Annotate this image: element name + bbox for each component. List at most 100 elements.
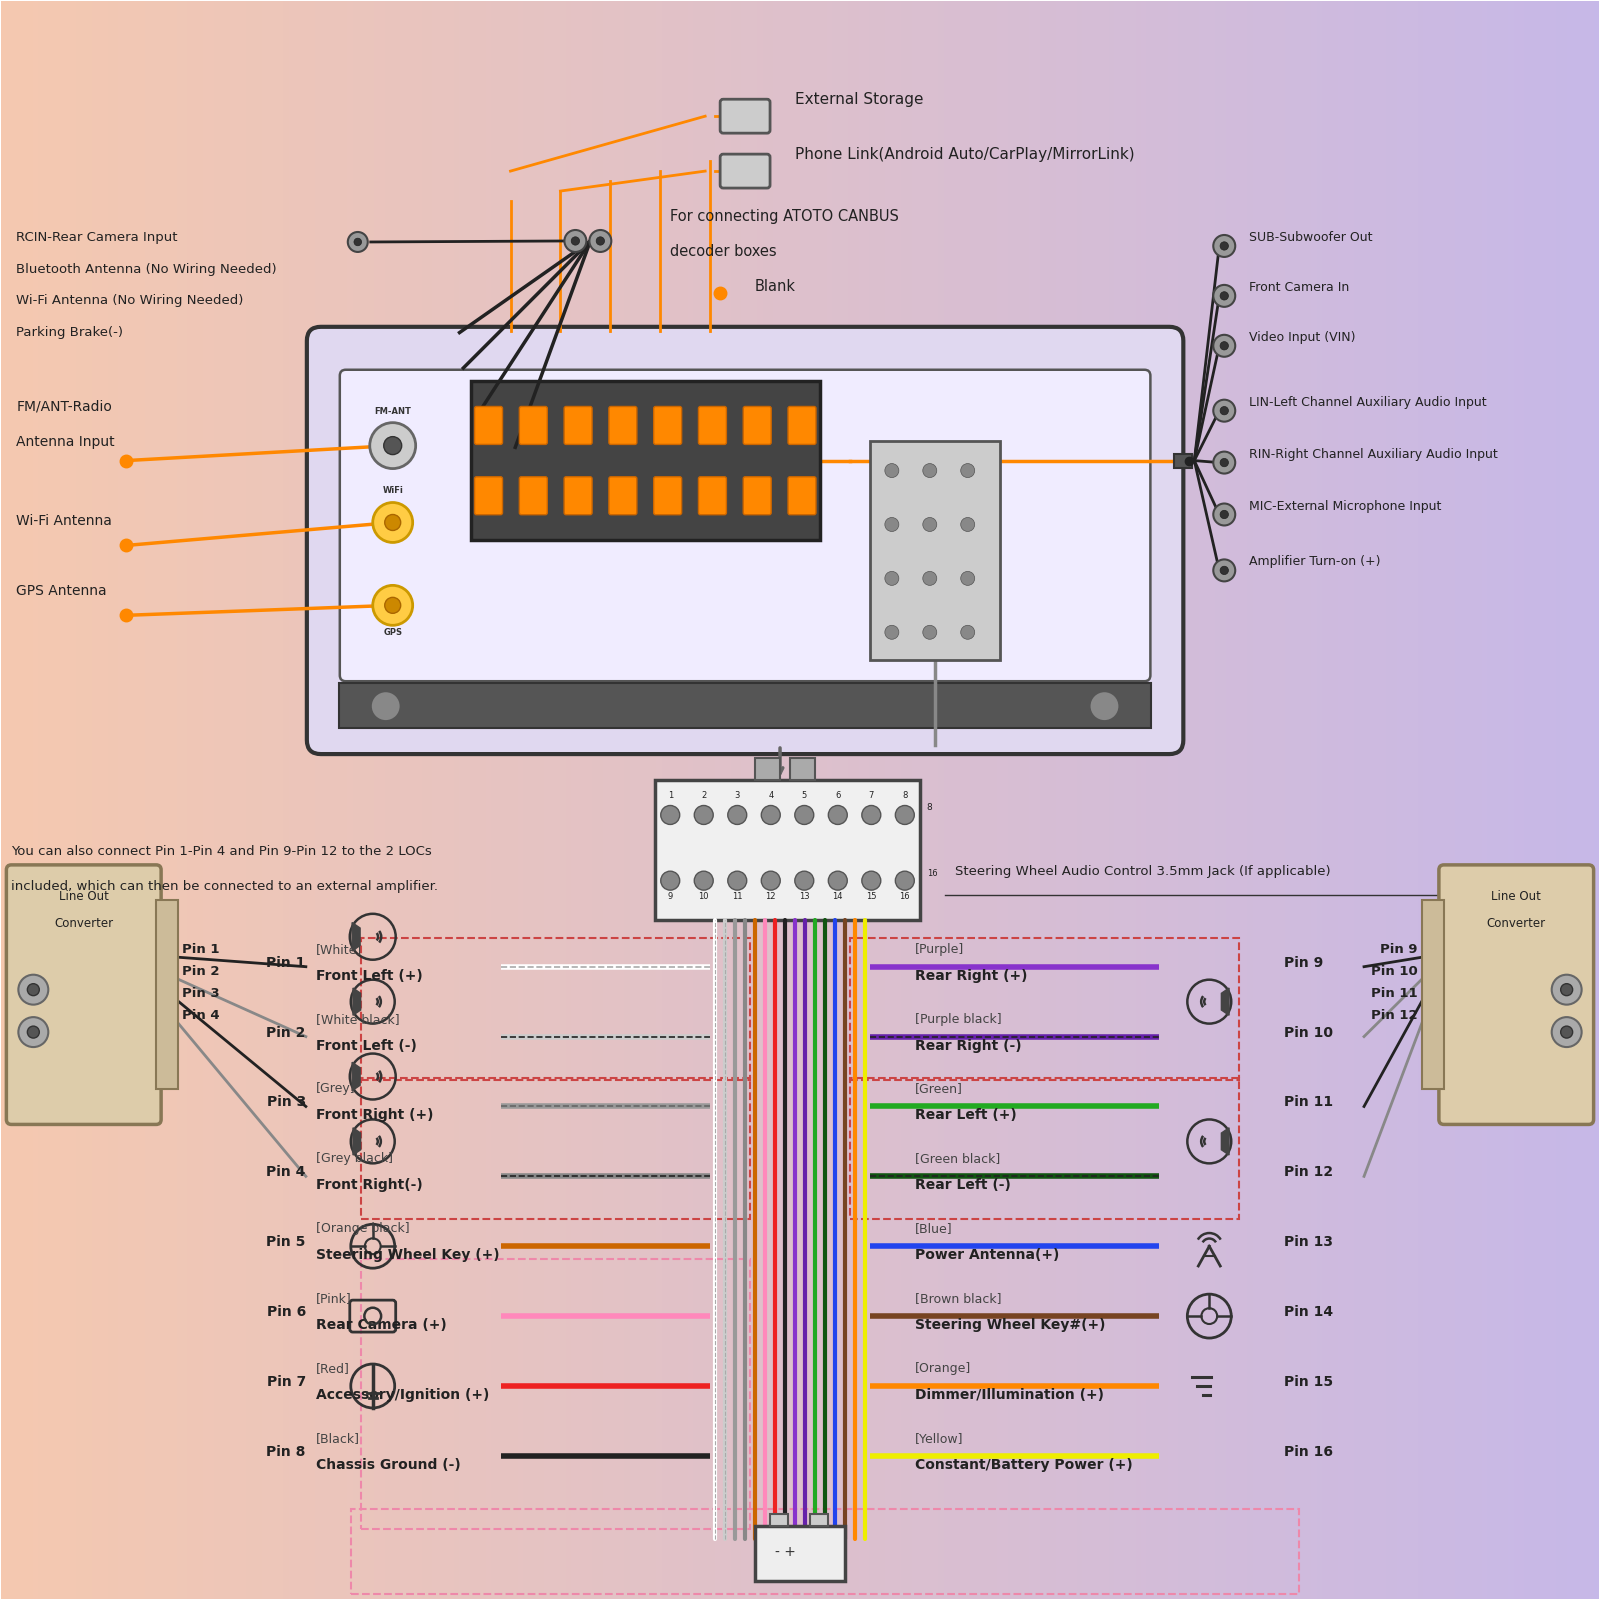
Text: Pin 14: Pin 14	[1285, 1306, 1333, 1318]
Circle shape	[373, 586, 413, 626]
Text: 14: 14	[832, 891, 843, 901]
Text: Pin 16: Pin 16	[1285, 1445, 1333, 1459]
Text: [Grey]: [Grey]	[315, 1083, 355, 1096]
Text: [Brown black]: [Brown black]	[915, 1293, 1002, 1306]
Circle shape	[18, 974, 48, 1005]
Text: [White]: [White]	[315, 942, 362, 955]
Text: [Purple]: [Purple]	[915, 942, 965, 955]
Text: Wi-Fi Antenna: Wi-Fi Antenna	[16, 515, 112, 528]
Text: [Blue]: [Blue]	[915, 1222, 952, 1235]
Text: Pin 11: Pin 11	[1285, 1096, 1333, 1109]
Circle shape	[589, 230, 611, 251]
FancyBboxPatch shape	[475, 477, 502, 515]
Text: Antenna Input: Antenna Input	[16, 435, 115, 448]
Circle shape	[1213, 235, 1235, 258]
Text: Steering Wheel Key (+): Steering Wheel Key (+)	[315, 1248, 499, 1262]
FancyBboxPatch shape	[307, 326, 1184, 754]
Text: 11: 11	[733, 891, 742, 901]
FancyBboxPatch shape	[520, 406, 547, 445]
FancyBboxPatch shape	[755, 1526, 845, 1581]
Text: Pin 2: Pin 2	[267, 1026, 306, 1040]
Text: Pin 8: Pin 8	[267, 1445, 306, 1459]
Circle shape	[960, 517, 974, 531]
Circle shape	[923, 571, 936, 586]
Text: [Purple black]: [Purple black]	[915, 1013, 1002, 1026]
Text: [Orange black]: [Orange black]	[315, 1222, 410, 1235]
Circle shape	[885, 464, 899, 477]
Polygon shape	[1221, 1128, 1229, 1155]
Text: 16: 16	[899, 891, 910, 901]
FancyBboxPatch shape	[610, 406, 637, 445]
Text: Pin 7: Pin 7	[267, 1374, 306, 1389]
Text: Bluetooth Antenna (No Wiring Needed): Bluetooth Antenna (No Wiring Needed)	[16, 262, 277, 275]
Circle shape	[18, 1018, 48, 1046]
Text: Front Right (+): Front Right (+)	[315, 1109, 434, 1123]
FancyBboxPatch shape	[470, 381, 819, 541]
Text: [Grey black]: [Grey black]	[315, 1152, 394, 1165]
Text: Pin 2: Pin 2	[182, 965, 219, 978]
FancyBboxPatch shape	[520, 477, 547, 515]
Circle shape	[862, 805, 880, 824]
Text: Converter: Converter	[54, 917, 114, 930]
FancyBboxPatch shape	[755, 758, 781, 781]
Text: Rear Left (+): Rear Left (+)	[915, 1109, 1016, 1123]
Text: Pin 12: Pin 12	[1371, 1010, 1418, 1022]
Text: Pin 1: Pin 1	[267, 955, 306, 970]
Circle shape	[829, 870, 848, 890]
Circle shape	[728, 870, 747, 890]
Text: 4: 4	[768, 790, 773, 800]
Text: Steering Wheel Key#(+): Steering Wheel Key#(+)	[915, 1318, 1106, 1333]
Circle shape	[597, 237, 605, 245]
Text: Rear Left (-): Rear Left (-)	[915, 1178, 1011, 1192]
Circle shape	[661, 805, 680, 824]
Circle shape	[923, 517, 936, 531]
Text: Line Out: Line Out	[1491, 890, 1541, 902]
Text: Rear Camera (+): Rear Camera (+)	[315, 1318, 446, 1333]
Text: Pin 11: Pin 11	[1371, 987, 1418, 1000]
Text: [Green black]: [Green black]	[915, 1152, 1000, 1165]
Text: Front Camera In: Front Camera In	[1250, 282, 1349, 294]
FancyBboxPatch shape	[789, 477, 816, 515]
Text: Rear Right (+): Rear Right (+)	[915, 968, 1027, 982]
Circle shape	[1213, 451, 1235, 474]
Circle shape	[1221, 242, 1229, 250]
Text: Pin 13: Pin 13	[1285, 1235, 1333, 1250]
Circle shape	[1552, 1018, 1582, 1046]
FancyBboxPatch shape	[656, 781, 920, 920]
Text: LIN-Left Channel Auxiliary Audio Input: LIN-Left Channel Auxiliary Audio Input	[1250, 395, 1486, 408]
Text: 7: 7	[869, 790, 874, 800]
Circle shape	[1221, 510, 1229, 518]
Circle shape	[694, 805, 714, 824]
Text: Pin 1: Pin 1	[182, 944, 219, 957]
FancyBboxPatch shape	[1438, 866, 1594, 1125]
Text: [Pink]: [Pink]	[315, 1293, 352, 1306]
Text: 13: 13	[798, 891, 810, 901]
Circle shape	[923, 626, 936, 640]
Circle shape	[960, 626, 974, 640]
Text: You can also connect Pin 1-Pin 4 and Pin 9-Pin 12 to the 2 LOCs: You can also connect Pin 1-Pin 4 and Pin…	[11, 845, 432, 858]
Circle shape	[896, 870, 914, 890]
Circle shape	[694, 870, 714, 890]
Circle shape	[829, 805, 848, 824]
Text: Pin 10: Pin 10	[1285, 1026, 1333, 1040]
Text: 2: 2	[701, 790, 706, 800]
Text: [Red]: [Red]	[315, 1362, 350, 1374]
Text: Phone Link(Android Auto/CarPlay/MirrorLink): Phone Link(Android Auto/CarPlay/MirrorLi…	[795, 147, 1134, 162]
Circle shape	[571, 237, 579, 245]
Text: Accessory/Ignition (+): Accessory/Ignition (+)	[315, 1387, 490, 1402]
Text: 3: 3	[734, 790, 739, 800]
Text: Pin 9: Pin 9	[1381, 944, 1418, 957]
Circle shape	[1221, 566, 1229, 574]
Text: Front Left (+): Front Left (+)	[315, 968, 422, 982]
Text: 8: 8	[926, 803, 933, 811]
Polygon shape	[354, 989, 360, 1016]
Circle shape	[1221, 342, 1229, 350]
Circle shape	[1213, 560, 1235, 581]
Circle shape	[27, 1026, 40, 1038]
FancyBboxPatch shape	[810, 1514, 827, 1526]
FancyBboxPatch shape	[475, 406, 502, 445]
FancyBboxPatch shape	[1174, 454, 1192, 467]
Circle shape	[762, 805, 781, 824]
Text: For connecting ATOTO CANBUS: For connecting ATOTO CANBUS	[670, 210, 899, 224]
FancyBboxPatch shape	[339, 370, 1150, 682]
